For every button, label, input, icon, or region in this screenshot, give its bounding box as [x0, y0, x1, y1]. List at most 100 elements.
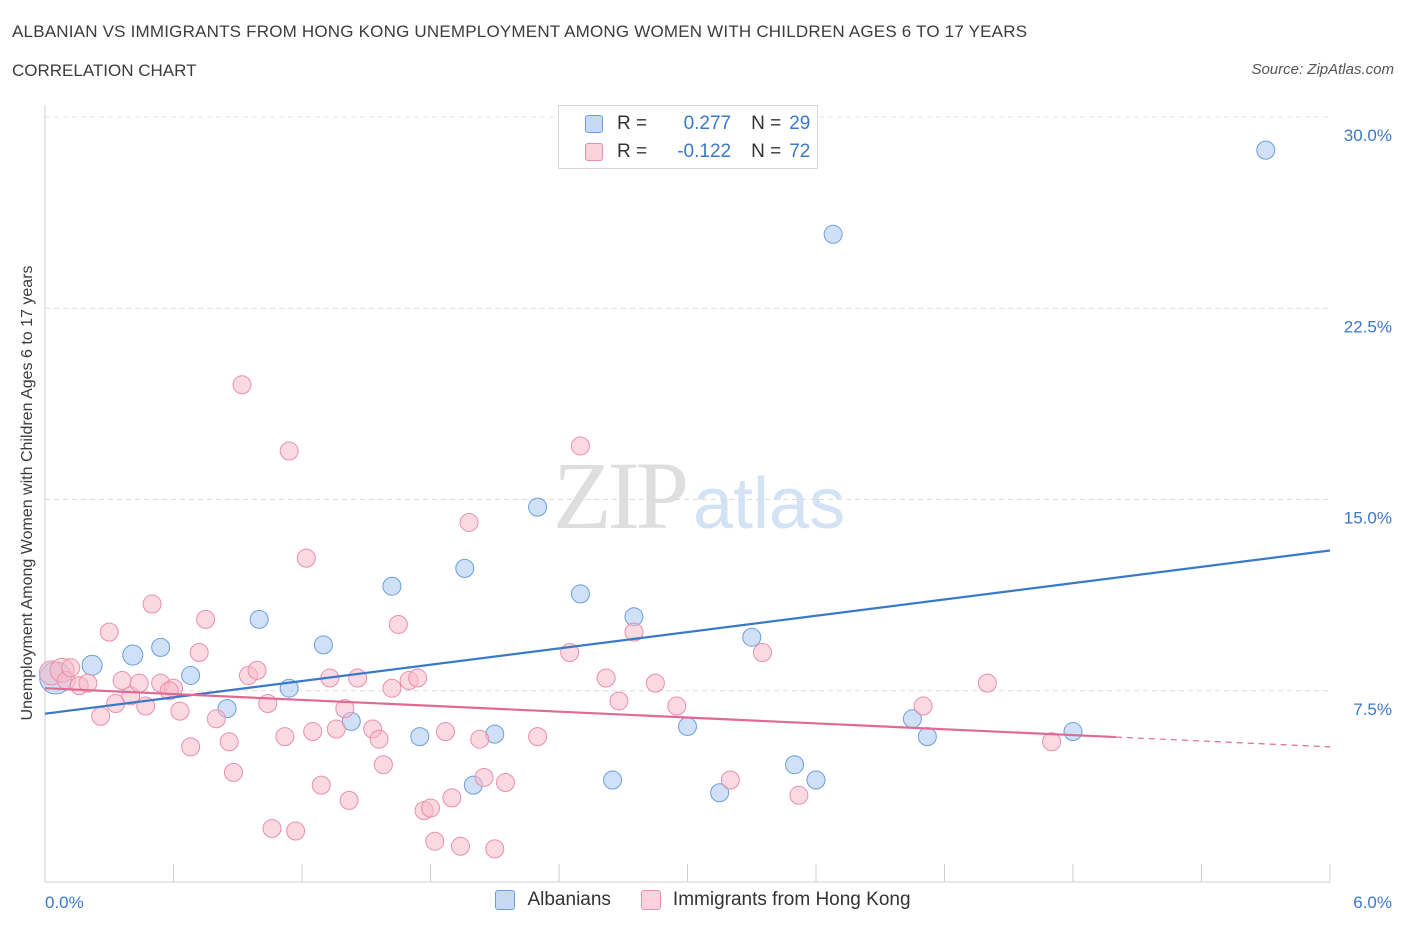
albanian-point	[678, 716, 697, 736]
y-tick-label: 30.0%	[1344, 126, 1392, 145]
hong-kong-point	[408, 668, 428, 688]
hong-kong-point	[335, 699, 355, 719]
albanian-point	[455, 558, 475, 578]
hong-kong-point	[129, 673, 149, 693]
hong-kong-point	[382, 678, 402, 698]
grid-lines	[45, 116, 1330, 692]
albanian-point	[382, 576, 402, 596]
hong-kong-point	[435, 722, 455, 742]
hong-kong-point	[296, 548, 316, 568]
n-value: 29	[789, 113, 811, 134]
hong-kong-point	[495, 773, 515, 793]
x-tick-label-min: 0.0%	[45, 893, 84, 912]
hong-kong-point	[388, 614, 408, 634]
hong-kong-point	[223, 762, 243, 782]
hong-kong-point	[977, 673, 997, 693]
hong-kong-point	[789, 785, 809, 805]
hong-kong-point	[61, 658, 81, 678]
chart-subtitle: CORRELATION CHART	[12, 61, 197, 80]
hong-kong-point	[470, 729, 490, 749]
n-value: 72	[789, 141, 811, 162]
hong-kong-point	[232, 375, 252, 395]
correlation-stats-box: R = 0.277 N = 29 R = -0.122 N = 72	[558, 105, 818, 169]
albanian-point	[710, 783, 730, 803]
albanian-point	[570, 584, 590, 604]
albanian-point	[785, 755, 805, 775]
hong-kong-point	[159, 681, 179, 701]
albanian-point	[181, 665, 201, 685]
hong-kong-point	[189, 643, 209, 662]
albanian-point	[1256, 140, 1276, 160]
albanian-trend-line	[44, 549, 1331, 715]
hong-kong-trend-line-extension	[1115, 736, 1331, 748]
hong-kong-point	[450, 836, 470, 856]
legend-item-hong-kong[interactable]: Immigrants from Hong Kong	[640, 889, 911, 911]
albanian-point	[528, 497, 548, 517]
legend-swatch-albanians	[495, 890, 516, 910]
n-label: N =	[751, 141, 782, 162]
albanian-point	[122, 644, 144, 666]
hong-kong-point	[373, 755, 393, 775]
hong-kong-point	[262, 818, 282, 838]
hong-kong-point	[442, 788, 462, 808]
legend-swatch-hong-kong	[640, 890, 661, 910]
hong-kong-point	[326, 719, 346, 739]
hong-kong-point	[206, 709, 226, 729]
x-tick-label-max: 6.0%	[1353, 893, 1392, 912]
hong-kong-point	[645, 673, 665, 693]
hong-kong-point	[369, 729, 389, 749]
hong-kong-point	[459, 512, 479, 532]
albanian-point	[81, 654, 103, 676]
y-tick-label: 15.0%	[1344, 509, 1392, 528]
hong-kong-point	[720, 770, 740, 790]
hong-kong-point	[624, 622, 644, 642]
watermark-atlas: atlas	[693, 464, 846, 544]
tick-labels: 7.5% 15.0% 22.5% 30.0% 0.0% 6.0%	[45, 126, 1392, 912]
axes	[44, 105, 1331, 883]
albanian-point	[742, 627, 762, 647]
stats-row-hong-kong: R = -0.122 N = 72	[585, 140, 810, 164]
albanian-point	[823, 224, 843, 244]
legend-label: Immigrants from Hong Kong	[672, 889, 911, 910]
hong-kong-point	[142, 594, 162, 614]
hong-kong-point	[91, 706, 111, 726]
hong-kong-point	[219, 732, 239, 752]
legend-item-albanians[interactable]: Albanians	[495, 889, 611, 911]
hong-kong-point	[275, 727, 295, 747]
hong-kong-point	[78, 673, 98, 693]
hong-kong-point	[485, 839, 505, 859]
r-label: R =	[617, 141, 648, 162]
hong-kong-point	[528, 727, 548, 747]
legend-label: Albanians	[527, 889, 611, 910]
hong-kong-point	[303, 722, 323, 742]
hong-kong-point	[570, 436, 590, 456]
albanian-point	[603, 770, 623, 790]
hong-kong-point	[196, 609, 216, 629]
albanian-point	[313, 635, 333, 655]
hong-kong-point	[181, 737, 201, 757]
n-label: N =	[751, 113, 782, 134]
hong-kong-point	[311, 775, 331, 795]
r-label: R =	[617, 113, 648, 134]
hong-kong-point	[425, 831, 445, 851]
albanian-point	[249, 609, 269, 629]
stats-swatch-hong-kong	[585, 143, 603, 161]
watermark: ZIP atlas	[553, 440, 845, 551]
hong-kong-point	[348, 668, 368, 688]
source-credit: Source: ZipAtlas.com	[1251, 61, 1394, 78]
albanian-point	[410, 727, 430, 747]
hong-kong-point	[339, 790, 359, 810]
trend-lines	[44, 549, 1331, 748]
stats-row-albanians: R = 0.277 N = 29	[585, 112, 810, 136]
hong-kong-point	[474, 767, 494, 787]
hong-kong-point	[279, 441, 299, 461]
watermark-zip: ZIP	[553, 442, 689, 549]
stats-swatch-albanians	[585, 115, 603, 133]
r-value: -0.122	[677, 141, 732, 162]
hong-kong-point	[170, 701, 190, 721]
hong-kong-point	[421, 798, 440, 818]
chart-title: ALBANIAN VS IMMIGRANTS FROM HONG KONG UN…	[12, 22, 1028, 41]
hong-kong-point	[1042, 732, 1062, 752]
hong-kong-point	[596, 668, 616, 688]
hong-kong-point	[667, 696, 687, 716]
